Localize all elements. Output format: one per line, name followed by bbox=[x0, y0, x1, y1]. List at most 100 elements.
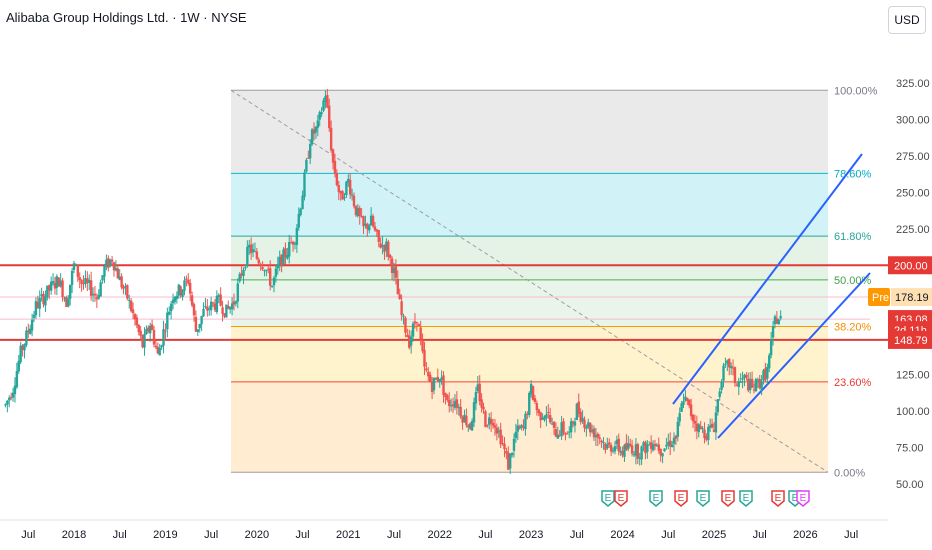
candle-body bbox=[419, 327, 422, 340]
candle-body bbox=[775, 318, 779, 324]
fib-zone bbox=[231, 173, 828, 237]
candle-body bbox=[118, 276, 121, 281]
svg-text:E: E bbox=[800, 493, 807, 504]
candle-body bbox=[415, 322, 419, 324]
candle-body bbox=[28, 328, 32, 334]
candle-body bbox=[522, 426, 525, 428]
candle-body bbox=[651, 444, 655, 451]
candle-body bbox=[600, 440, 603, 443]
earnings-marker[interactable]: E bbox=[721, 490, 735, 507]
candle-body bbox=[581, 417, 584, 422]
candle-body bbox=[198, 324, 201, 329]
candle-body bbox=[579, 411, 582, 422]
candle-body bbox=[95, 297, 99, 300]
candle-body bbox=[609, 445, 613, 452]
earnings-marker[interactable]: E bbox=[601, 490, 615, 507]
candle-body bbox=[156, 346, 160, 354]
candle-body bbox=[103, 265, 106, 277]
candle-body bbox=[164, 330, 167, 332]
x-tick-label: Jul bbox=[844, 529, 858, 541]
candle-body bbox=[598, 437, 601, 439]
candle-body bbox=[615, 440, 619, 444]
candle-body bbox=[733, 367, 737, 384]
candle-body bbox=[40, 294, 43, 296]
candle-body bbox=[133, 314, 137, 320]
earnings-marker[interactable]: E bbox=[674, 490, 688, 507]
candle-body bbox=[722, 365, 725, 381]
x-tick-label: 2021 bbox=[336, 529, 360, 541]
candle-body bbox=[147, 327, 150, 332]
candle-body bbox=[735, 384, 739, 386]
earnings-marker[interactable]: E bbox=[696, 490, 710, 507]
candle-body bbox=[122, 286, 125, 289]
candle-body bbox=[596, 433, 600, 438]
candle-body bbox=[301, 195, 304, 210]
candle-body bbox=[128, 299, 131, 301]
candle-body bbox=[442, 375, 445, 395]
fib-zone bbox=[231, 236, 828, 280]
candle-body bbox=[461, 416, 464, 423]
candle-body bbox=[773, 316, 777, 325]
candle-body bbox=[425, 368, 428, 371]
candle-body bbox=[337, 185, 340, 192]
candle-body bbox=[364, 223, 367, 226]
candle-body bbox=[9, 397, 13, 399]
candle-body bbox=[701, 428, 704, 430]
candle-body bbox=[86, 278, 89, 284]
candle-body bbox=[451, 404, 455, 407]
candle-body bbox=[444, 392, 447, 398]
x-tick-label: 2026 bbox=[793, 529, 817, 541]
candle-body bbox=[406, 334, 409, 338]
candle-body bbox=[297, 213, 300, 228]
candle-body bbox=[154, 345, 158, 348]
candle-body bbox=[756, 379, 760, 381]
candle-body bbox=[53, 283, 57, 289]
candle-body bbox=[628, 443, 632, 446]
candle-body bbox=[366, 223, 369, 230]
candle-body bbox=[242, 269, 245, 277]
candle-body bbox=[265, 270, 268, 272]
candle-body bbox=[67, 298, 70, 307]
candle-body bbox=[602, 442, 605, 444]
candle-body bbox=[150, 324, 154, 330]
candle-body bbox=[408, 335, 411, 348]
candle-body bbox=[230, 303, 234, 310]
candle-body bbox=[200, 315, 203, 325]
y-tick-label: 300.00 bbox=[896, 114, 930, 126]
candle-body bbox=[463, 414, 466, 423]
earnings-marker[interactable]: E bbox=[649, 490, 663, 507]
candle-body bbox=[689, 404, 693, 417]
candle-body bbox=[284, 248, 287, 257]
candle-body bbox=[312, 129, 316, 134]
candle-body bbox=[697, 424, 700, 433]
candle-body bbox=[286, 254, 289, 259]
candle-body bbox=[453, 401, 457, 408]
candle-body bbox=[668, 440, 672, 447]
currency-button[interactable]: USD bbox=[888, 6, 926, 34]
candle-body bbox=[238, 274, 241, 282]
candle-body bbox=[457, 406, 460, 409]
candle-body bbox=[293, 243, 297, 245]
candle-body bbox=[423, 349, 426, 367]
candle-body bbox=[116, 268, 120, 279]
candle-body bbox=[476, 384, 480, 392]
candle-body bbox=[710, 423, 714, 428]
x-tick-label: Jul bbox=[661, 529, 675, 541]
earnings-marker[interactable]: E bbox=[614, 490, 628, 507]
candle-body bbox=[38, 297, 41, 309]
earnings-marker[interactable]: E bbox=[739, 490, 753, 507]
earnings-marker[interactable]: E bbox=[796, 490, 810, 507]
candle-body bbox=[187, 280, 190, 284]
pre-tag-label-box bbox=[868, 288, 890, 307]
candle-body bbox=[558, 434, 561, 436]
candle-body bbox=[505, 450, 508, 454]
candle-body bbox=[49, 281, 53, 291]
earnings-marker[interactable]: E bbox=[771, 490, 785, 507]
candle-body bbox=[455, 399, 459, 408]
candle-body bbox=[703, 429, 706, 439]
candle-body bbox=[566, 433, 569, 435]
candle-body bbox=[421, 339, 424, 352]
candle-body bbox=[32, 314, 36, 318]
candle-body bbox=[308, 144, 312, 159]
